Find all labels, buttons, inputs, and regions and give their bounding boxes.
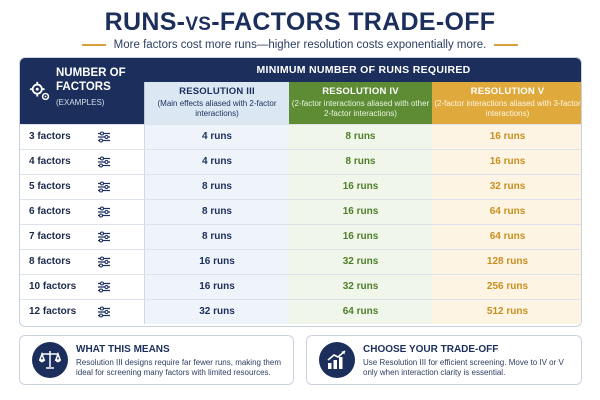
scales-icon (32, 342, 68, 378)
choose-tradeoff-panel: CHOOSE YOUR TRADE-OFF Use Resolution III… (306, 335, 582, 385)
divider-right (494, 43, 519, 46)
sliders-icon (98, 231, 110, 243)
sliders-icon (98, 131, 110, 143)
sliders-icon (98, 181, 110, 193)
runs-table: NUMBER OF FACTORS (EXAMPLES) MINIMUM NUM… (19, 57, 582, 327)
table-row: 7 factors 8 runs 16 runs 64 runs (20, 224, 581, 249)
table-row: 5 factors 8 runs 16 runs 32 runs (20, 174, 581, 199)
resolution-iii-header: RESOLUTION III (Main effects aliased wit… (144, 82, 289, 124)
page-subtitle: More factors cost more runs—higher resol… (0, 39, 600, 51)
runs-header: MINIMUM NUMBER OF RUNS REQUIRED (144, 58, 581, 82)
table-row: 3 factors 4 runs 8 runs 16 runs (20, 124, 581, 149)
sliders-icon (98, 206, 110, 218)
page-title: RUNS-VS-FACTORS TRADE-OFF (104, 8, 496, 36)
divider-left (81, 43, 106, 46)
table-row: 12 factors 32 runs 64 runs 512 runs (20, 299, 581, 324)
gears-icon (29, 81, 50, 101)
table-row: 4 factors 4 runs 8 runs 16 runs (20, 149, 581, 174)
resolution-v-header: RESOLUTION V (2-factor interactions alia… (432, 82, 581, 124)
table-row: 8 factors 16 runs 32 runs 128 runs (20, 249, 581, 274)
factors-header: NUMBER OF FACTORS (EXAMPLES) (20, 58, 144, 124)
table-row: 6 factors 8 runs 16 runs 64 runs (20, 199, 581, 224)
sliders-icon (98, 281, 110, 293)
growth-chart-icon (319, 342, 355, 378)
sliders-icon (98, 306, 110, 318)
what-this-means-panel: WHAT THIS MEANS Resolution III designs r… (19, 335, 294, 385)
sliders-icon (98, 256, 110, 268)
resolution-iv-header: RESOLUTION IV (2-factor interactions ali… (289, 82, 432, 124)
sliders-icon (98, 156, 110, 168)
table-row: 10 factors 16 runs 32 runs 256 runs (20, 274, 581, 299)
